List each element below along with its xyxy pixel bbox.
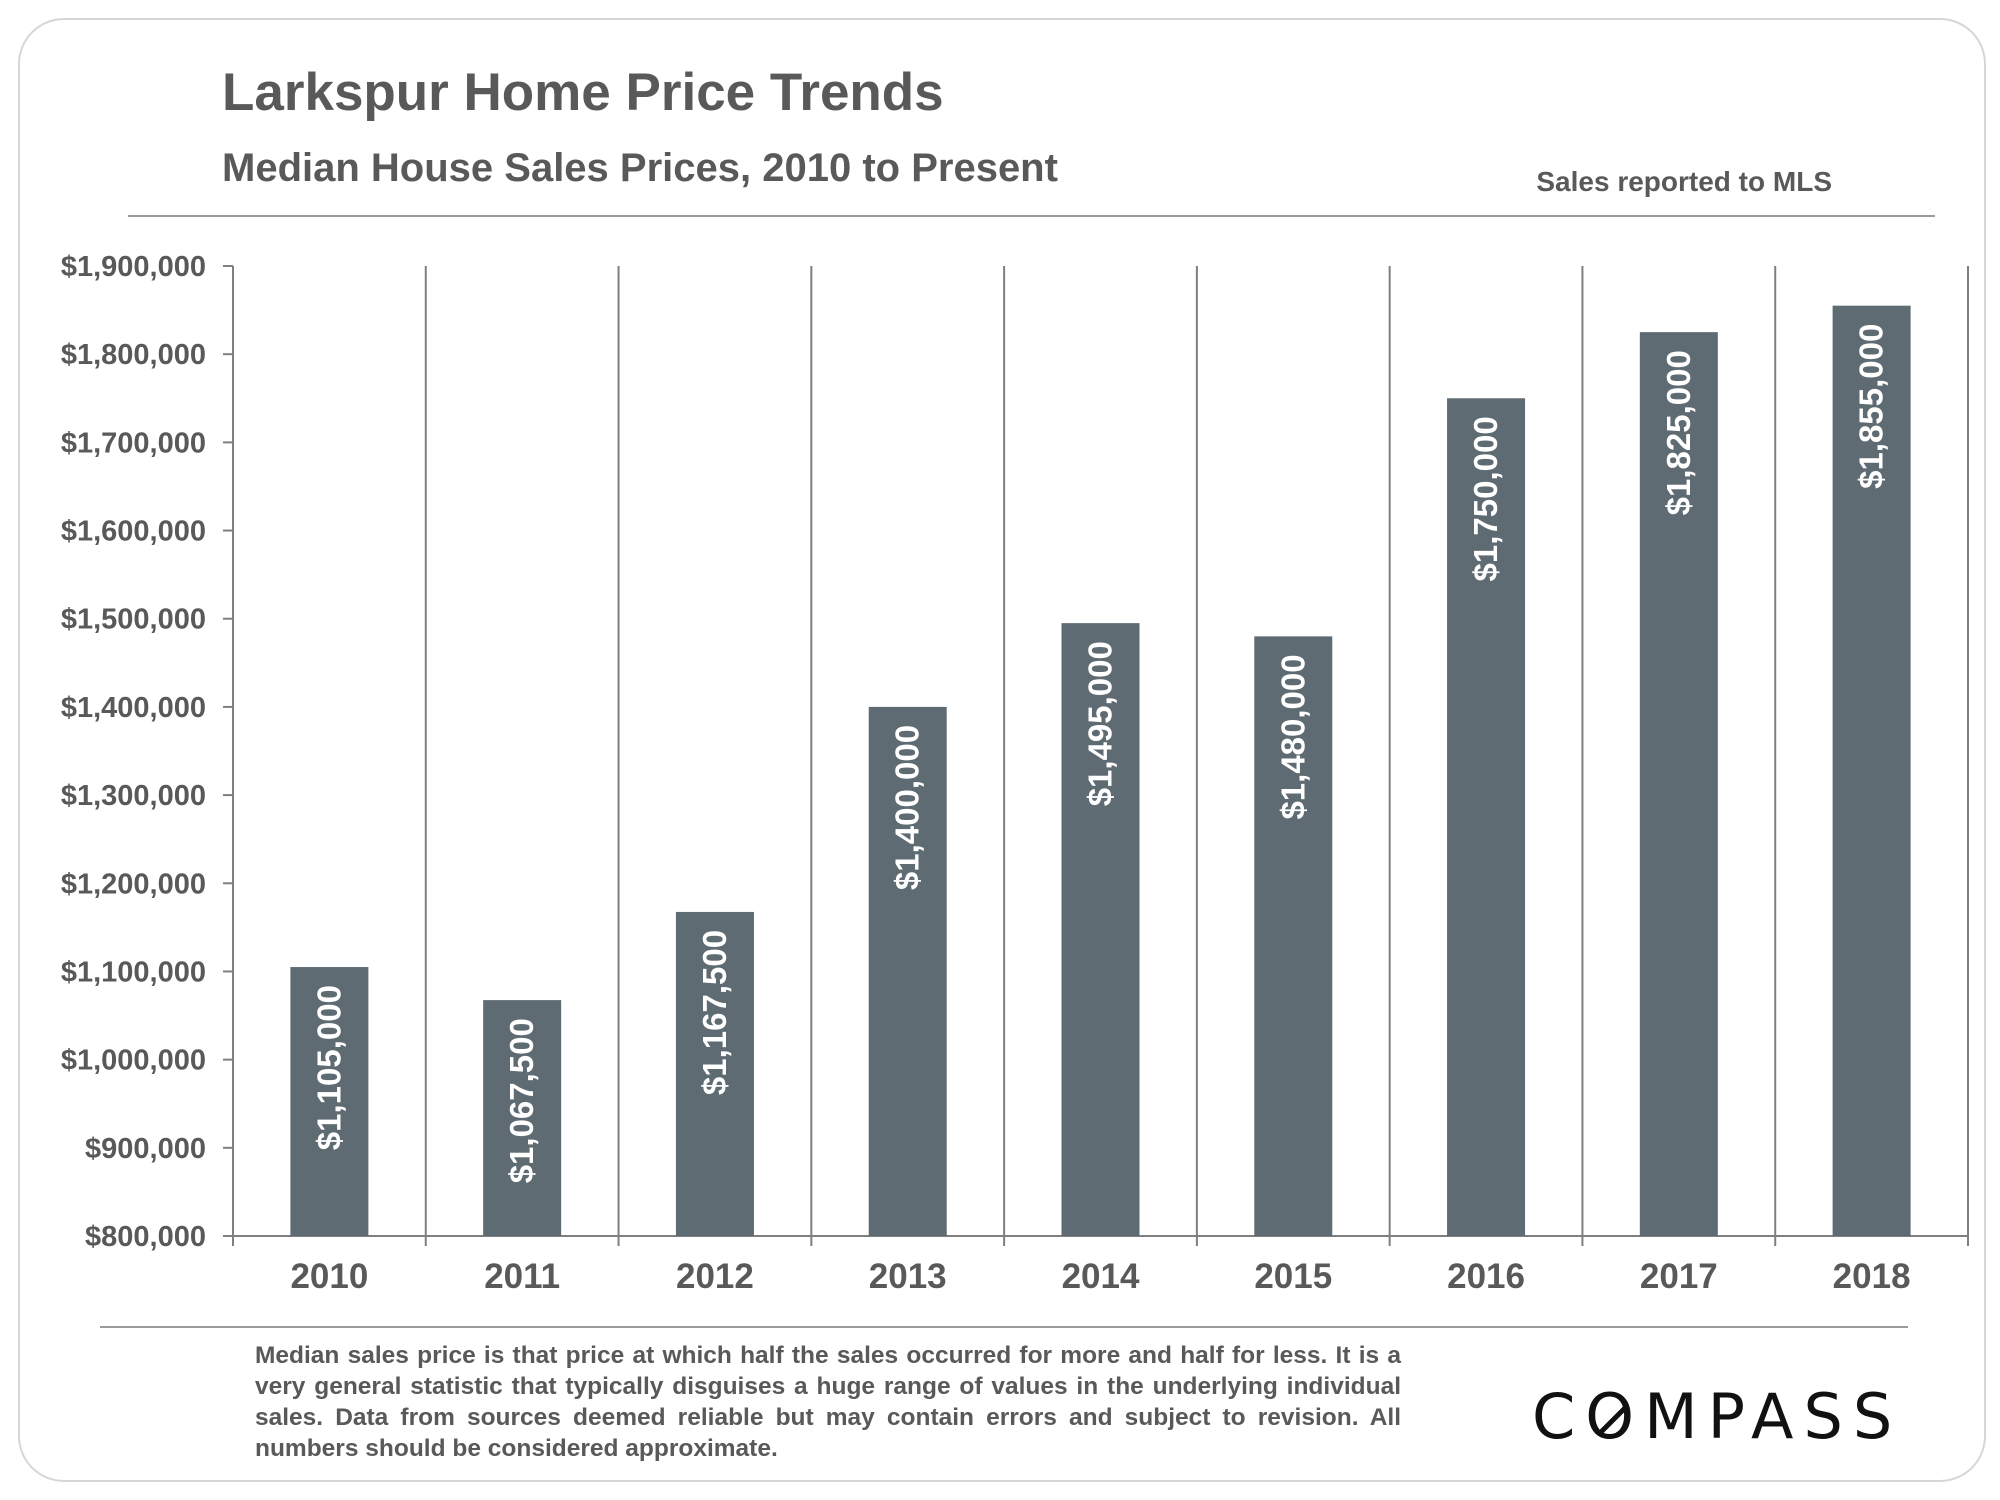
bar-2013 [868,706,947,1236]
x-tick-label: 2015 [1254,1257,1332,1296]
x-tick-label: 2014 [1062,1257,1140,1296]
y-tick-label: $1,000,000 [61,1045,206,1077]
logo-letter: A [1751,1380,1804,1453]
bar-2012 [675,911,754,1236]
bar-2010 [290,967,369,1236]
bar-series [290,305,1911,1237]
logo-letter: S [1852,1380,1903,1453]
category-gridlines [424,266,1969,1246]
bar-value-label: $1,825,000 [1660,350,1697,515]
y-tick-label: $900,000 [85,1133,206,1165]
bar-value-label: $1,400,000 [889,725,926,890]
bar-value-label: $1,067,500 [503,1018,540,1183]
chart-subtitle: Median House Sales Prices, 2010 to Prese… [222,146,1058,190]
footnote: Median sales price is that price at whic… [255,1342,1401,1462]
bar-2015 [1254,636,1333,1236]
bar-value-label: $1,855,000 [1853,324,1890,489]
logo-letter: S [1803,1380,1853,1453]
bar-2016 [1447,398,1526,1237]
header-divider [128,215,1935,217]
logo-letter: C [1532,1380,1586,1453]
y-tick-label: $1,900,000 [61,251,206,283]
source-note: Sales reported to MLS [1536,166,1832,197]
x-tick-label: 2011 [484,1257,560,1296]
x-tick-label: 2016 [1447,1257,1525,1296]
y-axis-tick-labels: $800,000 $900,000 $1,000,000 $1,100,000 $1,2… [61,251,206,1253]
logo-letter: P [1707,1380,1752,1453]
bar-value-label: $1,105,000 [310,985,347,1150]
x-tick-label: 2018 [1833,1257,1911,1296]
logo-text: COMPASS [1532,1380,1902,1453]
bar-value-label: $1,495,000 [1082,641,1119,806]
bar-2014 [1061,623,1140,1236]
compass-needle-icon [1599,1406,1628,1434]
chart-title: Larkspur Home Price Trends [222,63,944,122]
compass-logo: COMPASS [1532,1380,1902,1453]
logo-letter: O [1585,1380,1644,1453]
y-tick-label: $1,600,000 [61,516,206,548]
bar-2018 [1832,305,1911,1236]
x-tick-label: 2017 [1640,1257,1718,1296]
logo-letter: M [1644,1380,1708,1453]
x-tick-label: 2013 [869,1257,947,1296]
footer-divider [100,1326,1908,1328]
y-tick-label: $1,200,000 [61,868,206,900]
y-tick-label: $800,000 [85,1221,206,1253]
x-axis-tick-labels: 2010 2011 2012 2013 2014 2015 2016 2017 2018 [290,1257,1910,1296]
bar-value-label: $1,750,000 [1467,416,1504,581]
bar-2017 [1639,332,1718,1236]
bar-value-label: $1,167,500 [696,930,733,1095]
y-tick-label: $1,500,000 [61,604,206,636]
bar-chart: $800,000 $900,000 $1,000,000 $1,100,000 $1,2… [61,251,1969,1296]
bar-value-label: $1,480,000 [1274,654,1311,819]
x-tick-label: 2012 [676,1257,754,1296]
y-tick-label: $1,700,000 [61,427,206,459]
y-tick-label: $1,100,000 [61,956,206,988]
y-tick-label: $1,800,000 [61,339,206,371]
y-tick-label: $1,400,000 [61,692,206,724]
x-tick-label: 2010 [290,1257,368,1296]
bar-2011 [483,1000,562,1236]
bar-data-labels: $1,105,000 $1,067,500 $1,167,500 $1,400,000… [310,324,1889,1184]
y-tick-label: $1,300,000 [61,780,206,812]
